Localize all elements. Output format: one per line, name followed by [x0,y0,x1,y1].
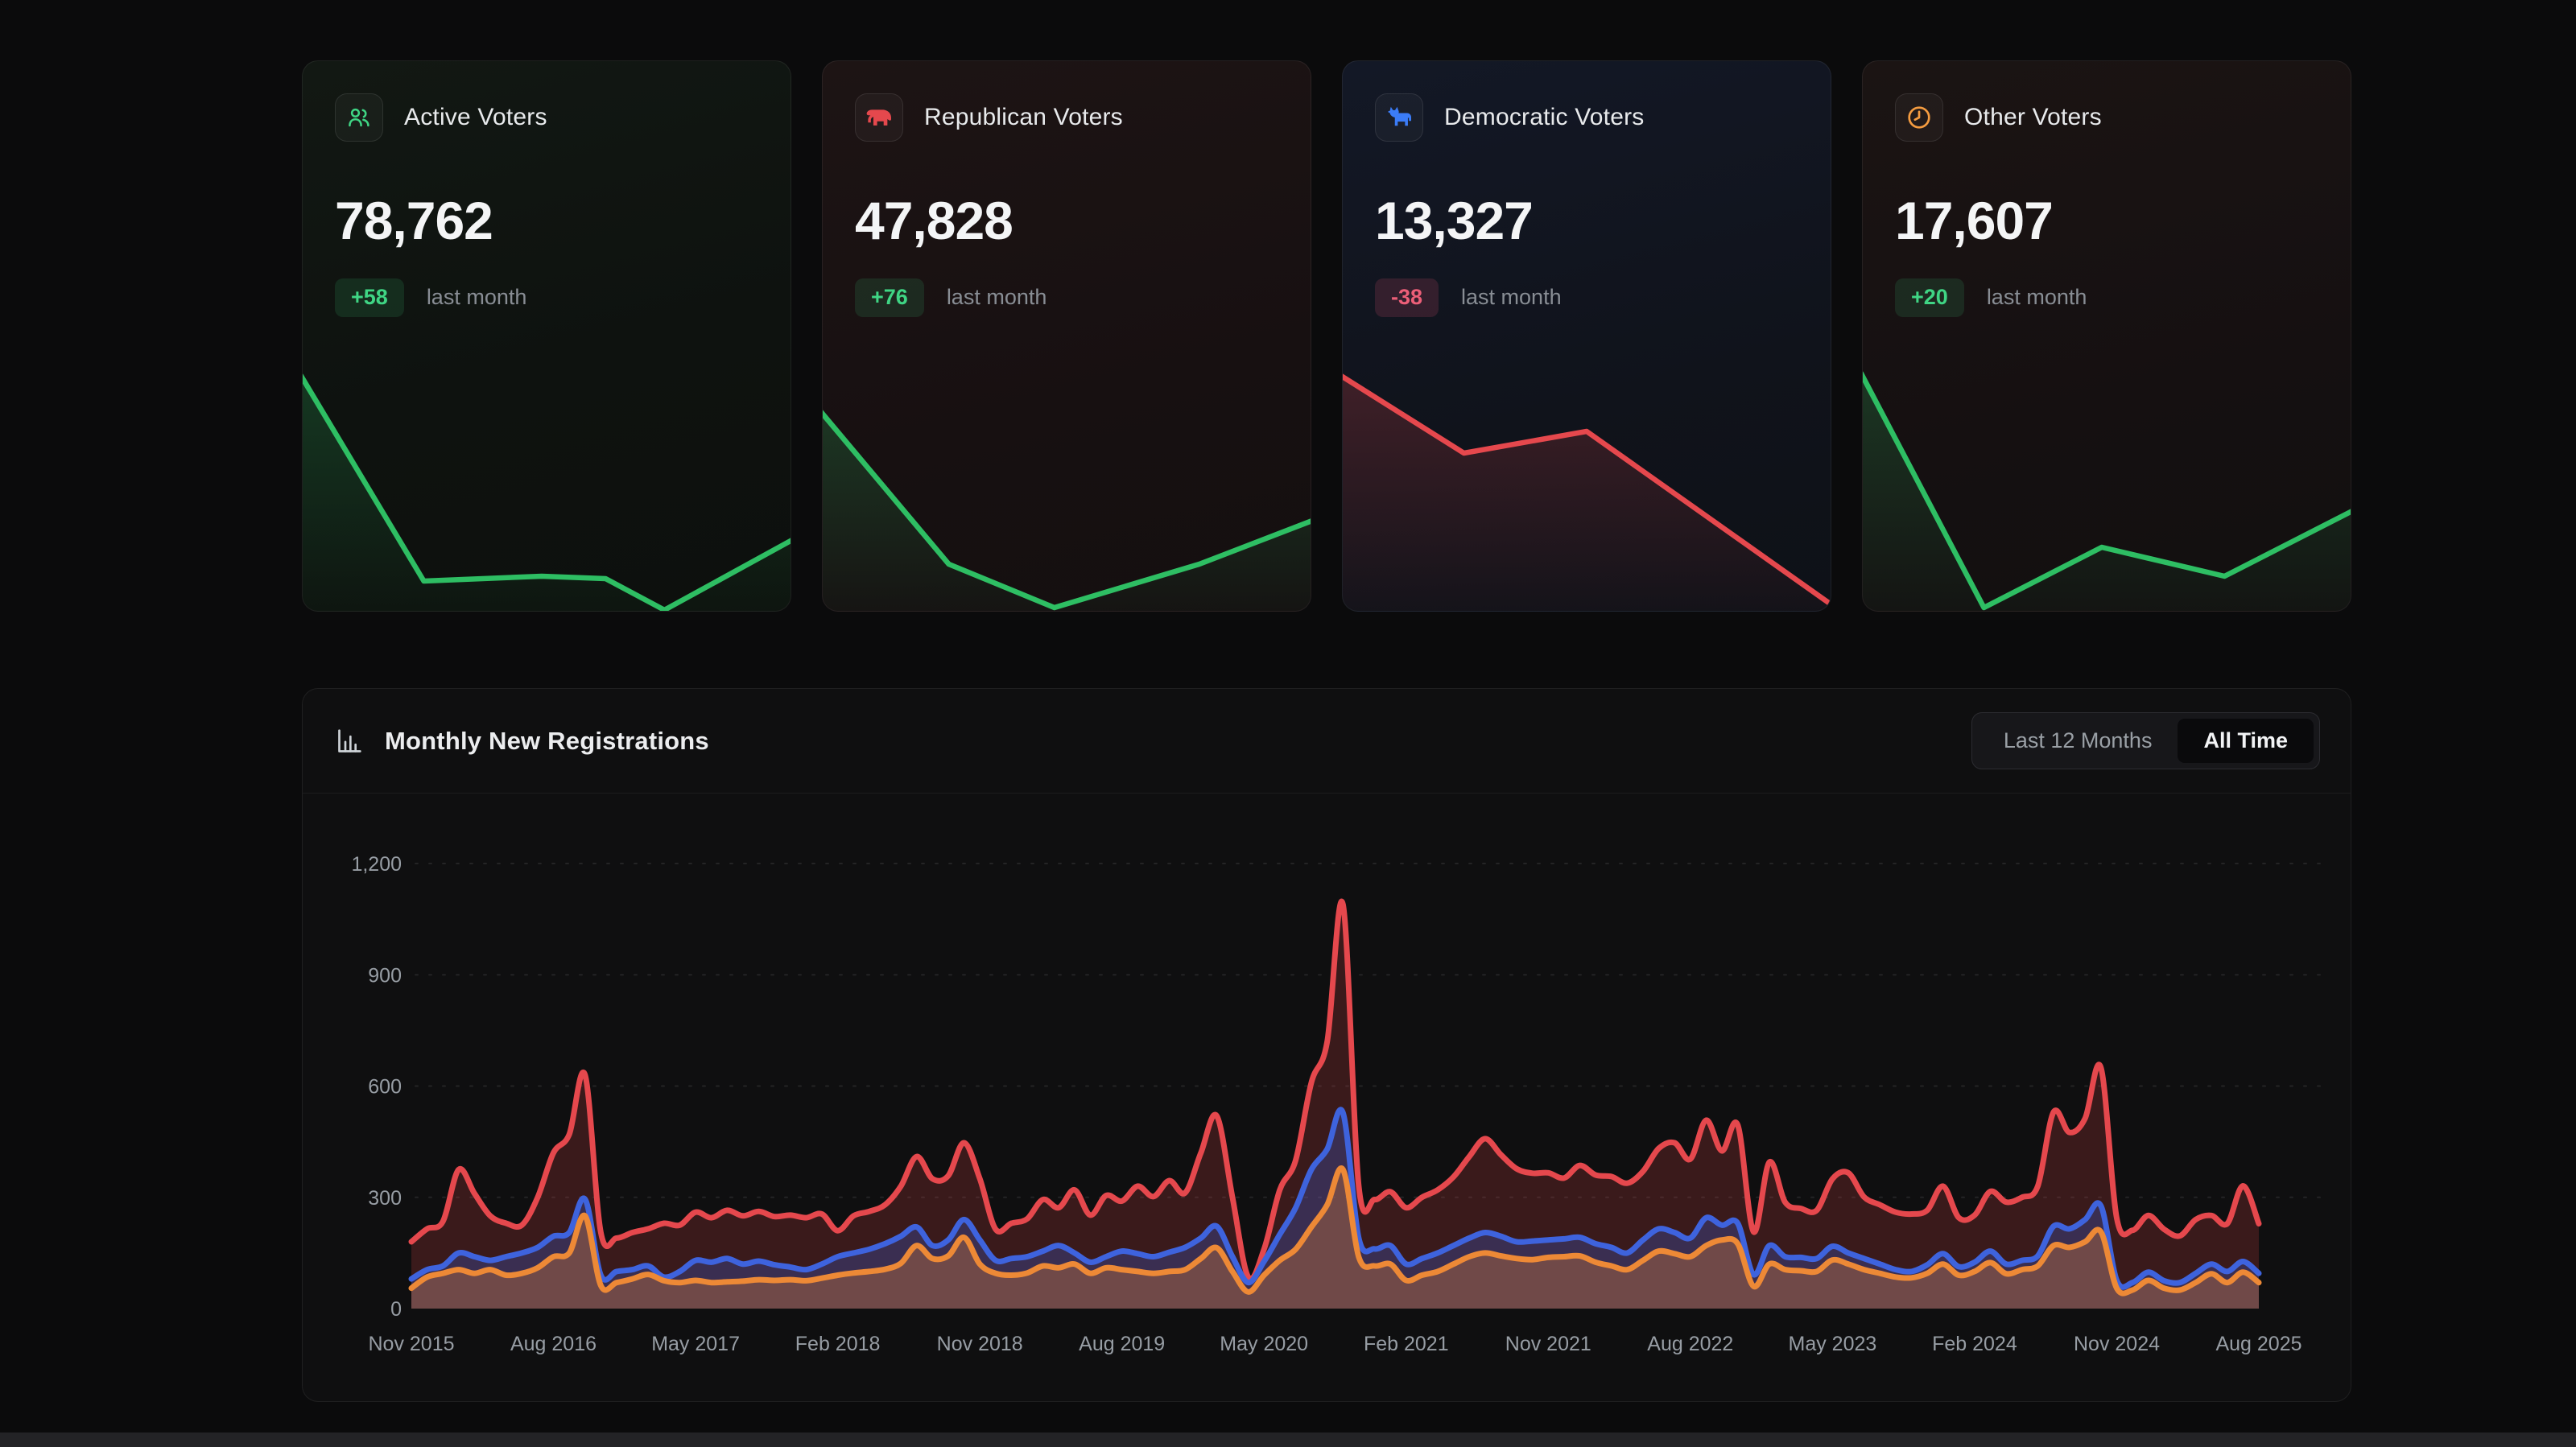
democratic-voters-sparkline [1343,373,1831,611]
card-value: 17,607 [1895,191,2054,250]
card-value: 47,828 [855,191,1013,250]
active-voters-sparkline [303,373,791,611]
svg-text:Aug 2025: Aug 2025 [2215,1333,2301,1355]
card-title: Democratic Voters [1444,104,1645,130]
card-header: Active Voters [335,93,758,142]
donkey-icon [1388,106,1411,126]
republican-voters-sparkline [823,410,1311,611]
delta-badge: +58 [335,278,404,317]
svg-text:900: 900 [368,964,402,987]
bar-chart-icon [333,725,365,757]
chart-header: Monthly New Registrations Last 12 Months… [303,689,2351,794]
svg-text:Feb 2024: Feb 2024 [1932,1333,2017,1355]
svg-text:Nov 2015: Nov 2015 [368,1333,454,1355]
icon-tile [855,93,903,142]
other-voters-sparkline [1863,371,2351,611]
card-header: Democratic Voters [1375,93,1798,142]
card-caption: last month [426,285,527,310]
bottom-edge-bar [0,1433,2576,1447]
delta-badge: +20 [1895,278,1964,317]
toggle-last-12-months[interactable]: Last 12 Months [1978,719,2178,764]
svg-text:May 2023: May 2023 [1789,1333,1877,1355]
monthly-registrations-chart: 0 300 600 900 1,200 Nov 2015 Aug 2016 May 2017 F… [351,853,2324,1355]
svg-text:Nov 2024: Nov 2024 [2074,1333,2160,1355]
card-caption: last month [1461,285,1562,310]
delta-badge: +76 [855,278,924,317]
card-meta: -38 last month [1375,278,1798,317]
svg-text:Feb 2018: Feb 2018 [795,1333,881,1355]
registrations-chart-card: Monthly New Registrations Last 12 Months… [302,688,2351,1402]
svg-text:Aug 2016: Aug 2016 [510,1333,597,1355]
icon-tile [335,93,383,142]
delta-badge: -38 [1375,278,1439,317]
chart-title: Monthly New Registrations [385,726,709,755]
stat-cards-row: Active Voters 78,762 +58 last month Repu… [302,60,2351,612]
users-icon [349,108,369,127]
svg-text:0: 0 [390,1298,402,1321]
svg-text:600: 600 [368,1076,402,1099]
elephant-icon [866,109,891,126]
svg-text:1,200: 1,200 [351,853,402,876]
svg-text:May 2017: May 2017 [651,1333,740,1355]
toggle-all-time[interactable]: All Time [2178,718,2314,764]
svg-text:Feb 2021: Feb 2021 [1364,1333,1449,1355]
stat-card-active-voters: Active Voters 78,762 +58 last month [302,60,791,612]
svg-text:300: 300 [368,1187,402,1210]
card-meta: +76 last month [855,278,1278,317]
card-meta: +58 last month [335,278,758,317]
stat-card-democratic-voters: Democratic Voters 13,327 -38 last month [1342,60,1831,612]
card-header: Other Voters [1895,93,2318,142]
icon-tile [1895,93,1943,142]
card-caption: last month [1986,285,2087,310]
svg-text:May 2020: May 2020 [1220,1333,1308,1355]
stat-card-republican-voters: Republican Voters 47,828 +76 last month [822,60,1311,612]
card-meta: +20 last month [1895,278,2318,317]
card-header: Republican Voters [855,93,1278,142]
svg-text:Aug 2022: Aug 2022 [1647,1333,1733,1355]
card-title: Active Voters [404,104,547,130]
icon-tile [1375,93,1423,142]
card-title: Other Voters [1964,104,2102,130]
card-value: 78,762 [335,191,493,250]
card-caption: last month [946,285,1047,310]
card-title: Republican Voters [924,104,1123,130]
card-value: 13,327 [1375,191,1534,250]
clock-icon [1908,106,1930,129]
stat-card-other-voters: Other Voters 17,607 +20 last month [1862,60,2351,612]
svg-text:Nov 2021: Nov 2021 [1505,1333,1591,1355]
svg-text:Nov 2018: Nov 2018 [937,1333,1023,1355]
time-range-toggle: Last 12 Months All Time [1971,711,2320,770]
svg-text:Aug 2019: Aug 2019 [1079,1333,1165,1355]
